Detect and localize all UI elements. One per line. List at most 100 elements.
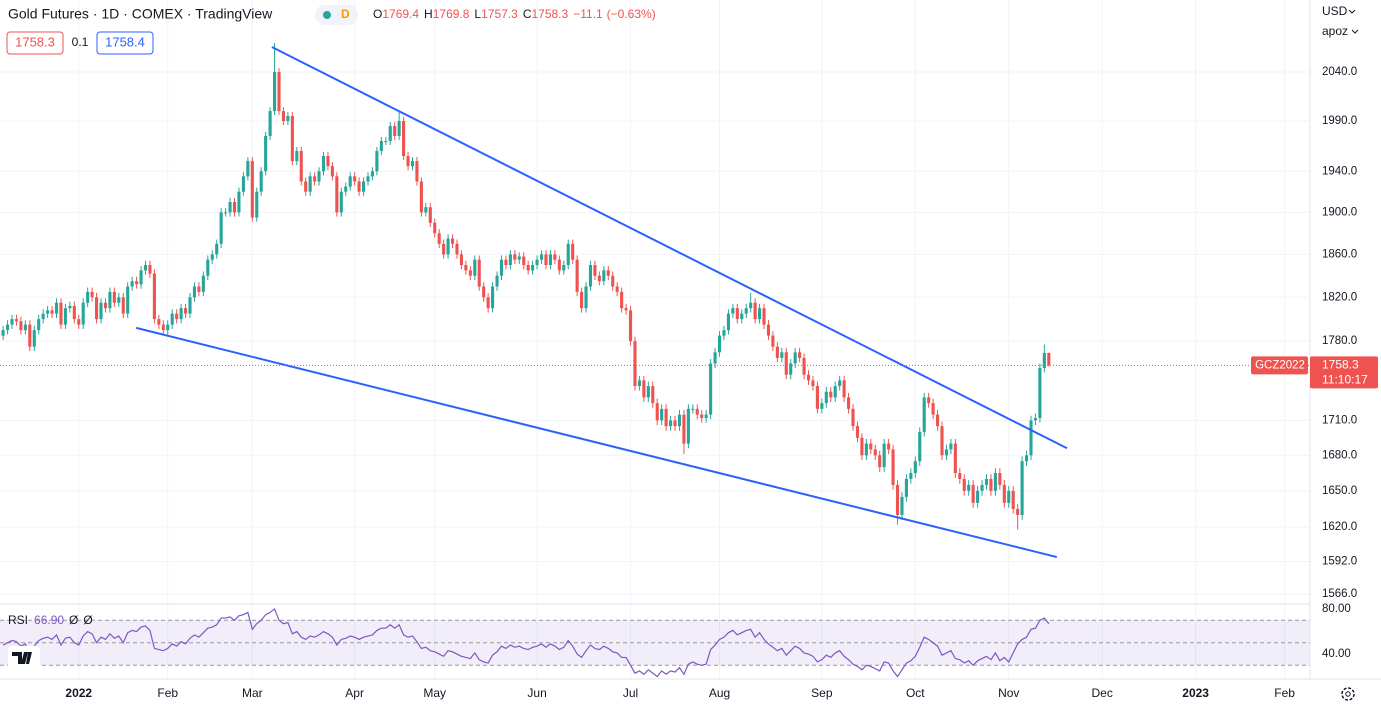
candle-body — [842, 380, 846, 398]
candle-body — [918, 431, 922, 462]
candle-body — [535, 259, 539, 266]
candle-body — [121, 297, 125, 314]
candle-body — [762, 308, 766, 325]
candle-body — [847, 397, 851, 409]
candle-body — [215, 243, 219, 255]
candle-body — [695, 408, 699, 415]
candle-body — [633, 341, 637, 387]
trendline — [271, 46, 1068, 450]
candle-body — [789, 363, 793, 375]
candle-body — [655, 403, 659, 421]
candle-body — [526, 265, 530, 271]
candle-body — [77, 319, 81, 325]
candle-body — [1033, 418, 1038, 421]
candle-body — [686, 408, 690, 444]
y-tick-label: 1650.0 — [1322, 485, 1357, 497]
candle-body — [259, 171, 263, 192]
candle-body — [1002, 484, 1006, 503]
scale-mode[interactable]: apoz — [1322, 24, 1348, 38]
candle-body — [624, 308, 628, 311]
settings-icon[interactable] — [1341, 687, 1355, 701]
candle-body — [86, 291, 90, 303]
candle-body — [806, 374, 811, 381]
y-tick-label: 1900.0 — [1322, 206, 1357, 218]
candle-body — [504, 259, 508, 266]
candle-body — [330, 166, 334, 177]
candle-body — [32, 330, 36, 347]
plot — [0, 43, 1310, 678]
candle-body — [669, 420, 673, 427]
candle-body — [255, 191, 259, 218]
candle-body — [1047, 352, 1051, 366]
candle-body — [464, 265, 468, 271]
candle-body — [1007, 490, 1011, 503]
candle-body — [23, 324, 27, 331]
candle-body — [437, 233, 441, 244]
candle-body — [499, 259, 504, 276]
candle-body — [753, 302, 757, 320]
ohlc-legend: O1769.4 H1769.8 L1757.3 C1758.3 −11.1 (−0.63%… — [373, 7, 656, 21]
candle-body — [10, 319, 14, 325]
candle-body — [295, 150, 299, 162]
candle-body — [517, 256, 521, 260]
candle-body — [54, 302, 59, 314]
candle-body — [406, 156, 410, 167]
candle-body — [864, 443, 868, 456]
trendline — [135, 326, 1058, 559]
candle-body — [971, 484, 975, 503]
candle-body — [855, 426, 860, 438]
candle-body — [780, 352, 784, 358]
candle-body — [553, 254, 557, 260]
candle-body — [1042, 352, 1046, 368]
candle-body — [1024, 455, 1029, 462]
candle-body — [887, 443, 891, 450]
symbol-tag — [1251, 356, 1308, 375]
candle-body — [197, 286, 201, 292]
candle-body — [637, 380, 641, 387]
candle-body — [588, 265, 593, 287]
bid-box[interactable] — [6, 31, 64, 55]
candle-body — [758, 308, 762, 320]
candle-body — [379, 140, 383, 151]
candle-body — [717, 335, 722, 353]
y-tick-label: 1566.0 — [1322, 588, 1357, 600]
candle-body — [308, 176, 312, 192]
candle-body — [428, 207, 432, 223]
candle-body — [357, 181, 361, 192]
change: −11.1 — [573, 7, 603, 21]
candle-body — [192, 286, 197, 298]
candle-body — [522, 256, 526, 266]
candle-body — [339, 191, 343, 213]
candle-body — [642, 380, 646, 398]
candle-body — [798, 352, 802, 358]
candle-body — [936, 414, 940, 427]
currency[interactable]: USD — [1322, 4, 1348, 18]
candle-body — [152, 273, 156, 320]
candle-body — [922, 397, 926, 432]
candle-body — [508, 254, 512, 266]
candle-body — [1, 330, 5, 336]
candle-body — [402, 121, 406, 157]
candle-body — [682, 414, 686, 444]
candle-body — [673, 420, 677, 427]
x-tick-label: Feb — [1274, 686, 1295, 700]
candle-body — [815, 386, 819, 409]
candle-body — [143, 265, 148, 271]
rsi-extra: Ø — [69, 613, 78, 627]
gear — [1341, 687, 1355, 701]
ask-box[interactable] — [96, 31, 154, 55]
candle-body — [704, 414, 708, 419]
y-tick-label: 1820.0 — [1322, 291, 1357, 303]
candle-body — [28, 324, 32, 347]
candle-body — [744, 308, 748, 314]
x-tick-label: Oct — [906, 686, 925, 700]
candle-body — [442, 243, 446, 255]
candle-body — [219, 212, 223, 244]
price-tag-value: 1758.3 — [1322, 358, 1359, 372]
status-badge[interactable] — [315, 5, 358, 25]
y-tick-label: 1680.0 — [1322, 449, 1357, 461]
candle-body — [838, 380, 842, 387]
candle-body — [264, 135, 268, 172]
